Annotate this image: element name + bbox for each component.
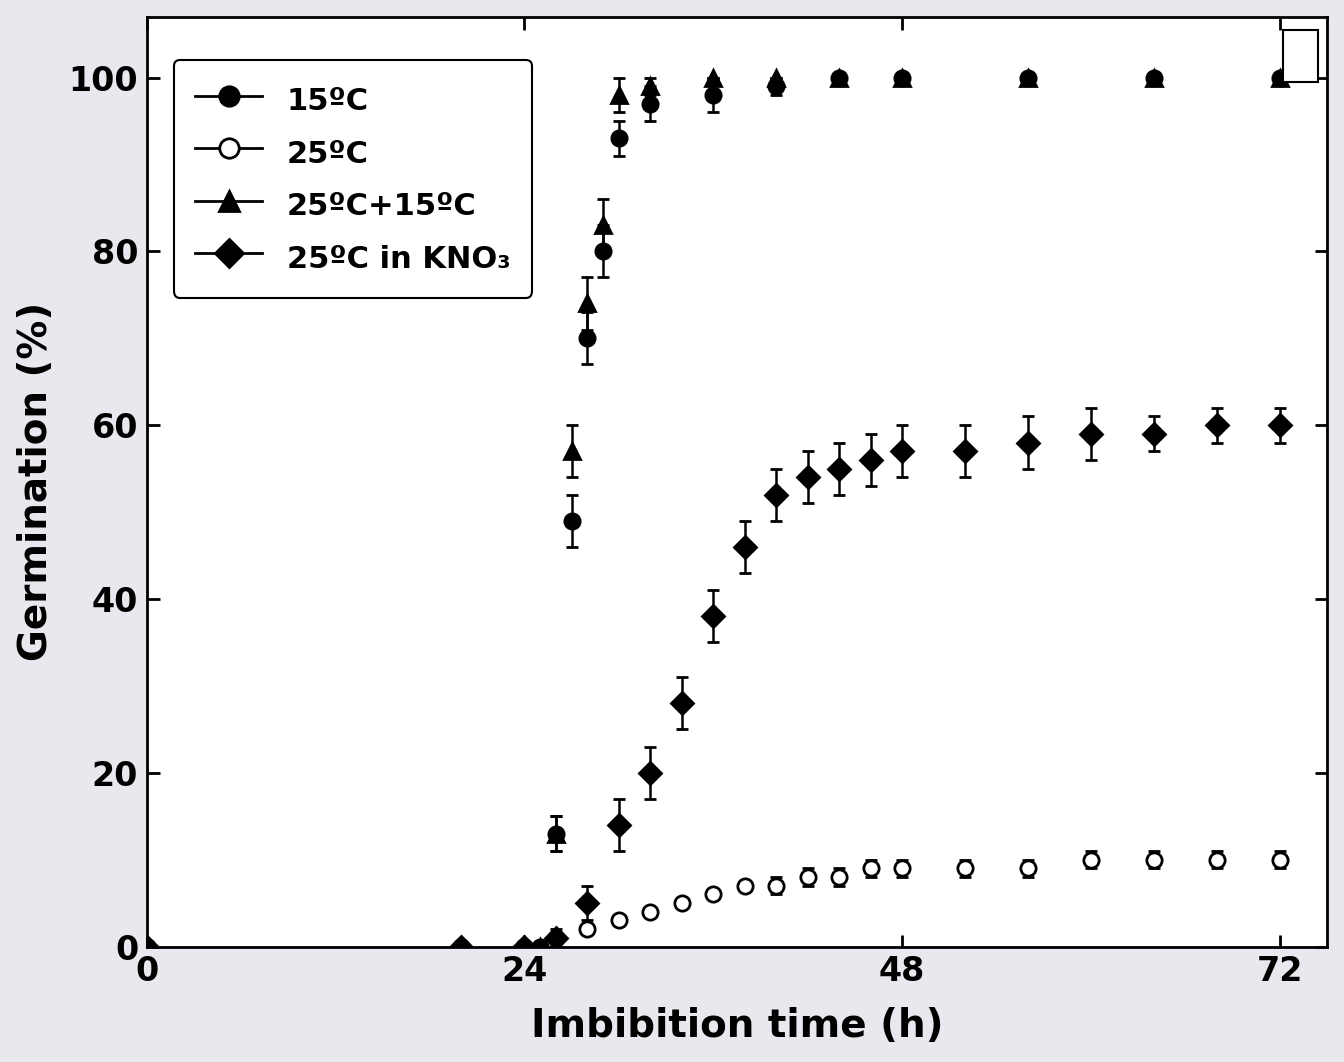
X-axis label: Imbibition time (h): Imbibition time (h) — [531, 1008, 943, 1045]
FancyBboxPatch shape — [1284, 30, 1318, 82]
Legend: 15ºC, 25ºC, 25ºC+15ºC, 25ºC in KNO₃: 15ºC, 25ºC, 25ºC+15ºC, 25ºC in KNO₃ — [173, 59, 532, 297]
Y-axis label: Germination (%): Germination (%) — [16, 302, 55, 662]
